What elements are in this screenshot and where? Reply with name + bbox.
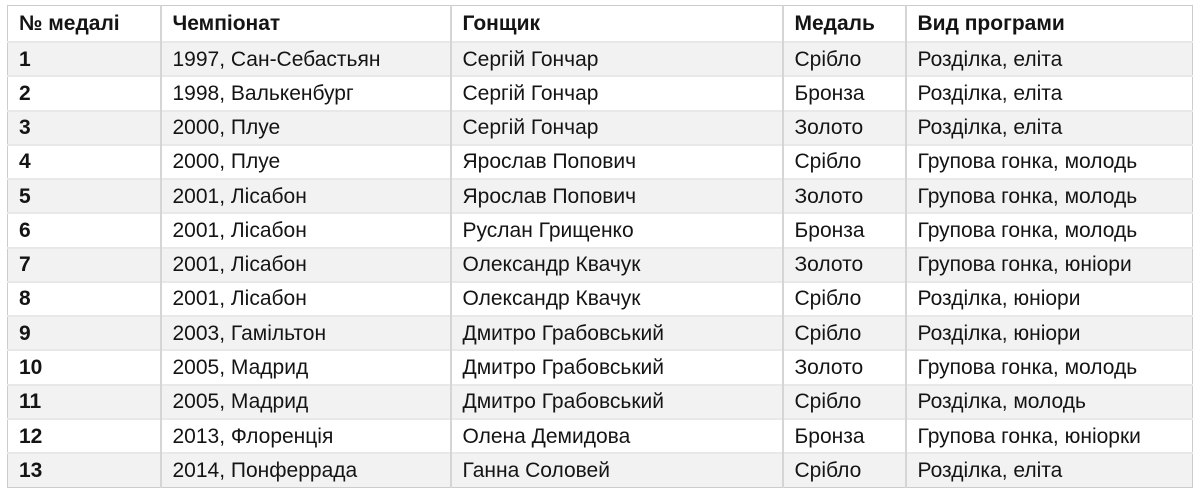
cell-medal-number: 7 — [19, 253, 31, 277]
cell-medal: Бронза — [781, 213, 906, 248]
table-row: 13 2014, Понферрада Ганна Соловей Срібло… — [7, 453, 1193, 488]
cell-program: Групова гонка, молодь — [904, 213, 1193, 248]
cell-championship: 2000, Плуе — [159, 110, 451, 145]
cell-championship: 2001, Лісабон — [159, 213, 451, 248]
table-row: 9 2003, Гамільтон Дмитро Грабовський Срі… — [7, 316, 1193, 351]
cell-medal-number: 9 — [19, 321, 31, 345]
cell-medal: Срібло — [781, 144, 906, 180]
cell-medal-number: 12 — [19, 424, 43, 448]
cell-program: Групова гонка, молодь — [904, 144, 1193, 180]
cell-medal: Золото — [781, 179, 906, 214]
cell-medal: Срібло — [781, 42, 906, 77]
cell-rider: Ярослав Попович — [449, 179, 783, 214]
table-row: 7 2001, Лісабон Олександр Квачук Золото … — [7, 247, 1193, 282]
cell-medal-number: 5 — [19, 184, 31, 208]
table-row: 1 1997, Сан-Себастьян Сергій Гончар Сріб… — [7, 42, 1193, 77]
cell-program: Розділка, юніори — [904, 316, 1193, 351]
column-header-medal-number: № медалі — [7, 5, 161, 42]
cell-rider: Сергій Гончар — [449, 76, 783, 111]
cell-program: Групова гонка, молодь — [904, 350, 1193, 385]
table-header: № медалі Чемпіонат Гонщик Медаль Вид про… — [7, 5, 1193, 42]
cell-rider: Дмитро Грабовський — [449, 350, 783, 385]
cell-medal: Золото — [781, 110, 906, 145]
cell-rider: Сергій Гончар — [449, 110, 783, 145]
cell-rider: Олександр Квачук — [449, 281, 783, 317]
column-header-championship: Чемпіонат — [159, 5, 451, 42]
cell-championship: 2014, Понферрада — [159, 453, 451, 488]
cell-medal: Срібло — [781, 453, 906, 488]
cell-program: Розділка, еліта — [904, 76, 1193, 111]
table-row: 4 2000, Плуе Ярослав Попович Срібло Груп… — [7, 144, 1193, 180]
medals-table: № медалі Чемпіонат Гонщик Медаль Вид про… — [7, 5, 1193, 488]
column-header-rider: Гонщик — [449, 5, 783, 42]
table-row: 10 2005, Мадрид Дмитро Грабовський Золот… — [7, 350, 1193, 385]
cell-medal-number: 11 — [19, 390, 42, 414]
table-row: 11 2005, Мадрид Дмитро Грабовський Срібл… — [7, 384, 1193, 419]
cell-championship: 2001, Лісабон — [159, 247, 451, 282]
cell-program: Розділка, еліта — [904, 110, 1193, 145]
cell-championship: 2001, Лісабон — [159, 281, 451, 317]
cell-rider: Олександр Квачук — [449, 247, 783, 282]
column-header-medal: Медаль — [781, 5, 906, 42]
cell-medal: Срібло — [781, 316, 906, 351]
cell-medal: Срібло — [781, 384, 906, 419]
cell-medal: Бронза — [781, 418, 906, 454]
table-row: 5 2001, Лісабон Ярослав Попович Золото Г… — [7, 179, 1193, 214]
cell-rider: Ярослав Попович — [449, 144, 783, 180]
table-row: 3 2000, Плуе Сергій Гончар Золото Розділ… — [7, 110, 1193, 145]
cell-rider: Сергій Гончар — [449, 42, 783, 77]
cell-medal: Срібло — [781, 281, 906, 317]
cell-championship: 2013, Флоренція — [159, 418, 451, 454]
cell-championship: 1997, Сан-Себастьян — [159, 42, 451, 77]
cell-rider: Дмитро Грабовський — [449, 316, 783, 351]
table-row: 8 2001, Лісабон Олександр Квачук Срібло … — [7, 281, 1193, 317]
cell-championship: 2000, Плуе — [159, 144, 451, 180]
cell-championship: 2001, Лісабон — [159, 179, 451, 214]
column-header-program: Вид програми — [904, 5, 1193, 42]
cell-program: Групова гонка, юніори — [904, 247, 1193, 282]
cell-program: Групова гонка, юніорки — [904, 418, 1193, 454]
table-row: 12 2013, Флоренція Олена Демидова Бронза… — [7, 418, 1193, 454]
cell-program: Розділка, еліта — [904, 42, 1193, 77]
cell-medal-number: 8 — [19, 287, 31, 311]
cell-program: Групова гонка, молодь — [904, 179, 1193, 214]
cell-medal-number: 6 — [19, 218, 31, 242]
cell-medal-number: 13 — [19, 459, 43, 483]
table-row: 6 2001, Лісабон Руслан Грищенко Бронза Г… — [7, 213, 1193, 248]
cell-program: Розділка, еліта — [904, 453, 1193, 488]
cell-rider: Олена Демидова — [449, 418, 783, 454]
cell-medal: Бронза — [781, 76, 906, 111]
cell-medal-number: 4 — [19, 150, 31, 174]
cell-championship: 2005, Мадрид — [159, 384, 451, 419]
cell-championship: 1998, Валькенбург — [159, 76, 451, 111]
cell-rider: Ганна Соловей — [449, 453, 783, 488]
cell-medal: Золото — [781, 350, 906, 385]
cell-program: Розділка, молодь — [904, 384, 1193, 419]
cell-medal-number: 3 — [19, 116, 31, 140]
table-row: 2 1998, Валькенбург Сергій Гончар Бронза… — [7, 76, 1193, 111]
cell-medal-number: 2 — [19, 81, 31, 105]
cell-medal-number: 1 — [19, 47, 31, 71]
cell-championship: 2005, Мадрид — [159, 350, 451, 385]
cell-rider: Руслан Грищенко — [449, 213, 783, 248]
cell-program: Розділка, юніори — [904, 281, 1193, 317]
header-row: № медалі Чемпіонат Гонщик Медаль Вид про… — [7, 5, 1193, 42]
cell-medal-number: 10 — [19, 355, 43, 379]
cell-rider: Дмитро Грабовський — [449, 384, 783, 419]
cell-medal: Золото — [781, 247, 906, 282]
table-body: 1 1997, Сан-Себастьян Сергій Гончар Сріб… — [7, 42, 1193, 488]
cell-championship: 2003, Гамільтон — [159, 316, 451, 351]
